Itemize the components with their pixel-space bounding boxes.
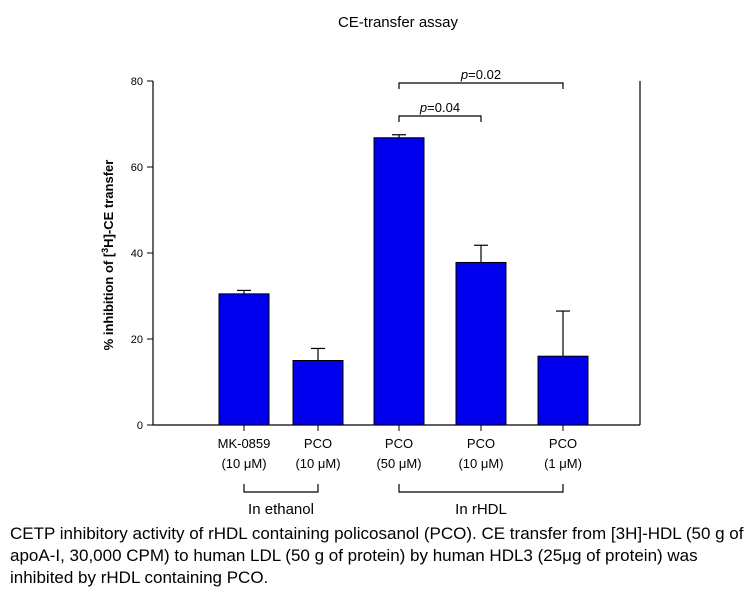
y-tick-label: 80: [131, 76, 143, 88]
figure-caption: CETP inhibitory activity of rHDL contain…: [10, 524, 744, 587]
x-tick-dose-label: (1 μM): [544, 456, 582, 471]
group-label: In ethanol: [248, 501, 314, 518]
significance-bracket: [398, 115, 482, 122]
bar: [455, 261, 507, 426]
significance-brackets: p=0.04 p=0.02: [398, 67, 564, 122]
y-tick-label: 40: [131, 248, 143, 260]
y-tick-label: 60: [131, 162, 143, 174]
group-bracket: [243, 484, 319, 493]
y-axis-label: % inhibition of [3H]-CE transfer: [100, 160, 116, 351]
x-tick-dose-label: (10 μM): [295, 456, 340, 471]
bar: [218, 293, 270, 426]
x-tick-dose-label: (50 μM): [376, 456, 421, 471]
x-tick-label: PCO: [385, 436, 413, 451]
x-tick-label: PCO: [467, 436, 495, 451]
significance-label: p=0.02: [460, 67, 501, 82]
bar-chart: CE-transfer assay % inhibition of [3H]-C…: [100, 14, 641, 518]
x-tick-dose-label: (10 μM): [458, 456, 503, 471]
bar: [373, 137, 425, 426]
y-axis: 0 20 40 60 80: [131, 76, 153, 432]
significance-bracket: [398, 82, 564, 89]
x-tick-label: PCO: [549, 436, 577, 451]
y-tick-label: 20: [131, 334, 143, 346]
x-tick-dose-label: (10 μM): [221, 456, 266, 471]
x-tick-label: MK-0859: [218, 436, 271, 451]
bar: [292, 360, 344, 426]
group-label: In rHDL: [455, 501, 507, 518]
group-bracket: [398, 484, 564, 493]
x-tick-label: PCO: [304, 436, 332, 451]
significance-label: p=0.04: [419, 100, 460, 115]
x-axis-labels: MK-0859 (10 μM) PCO (10 μM) PCO (50 μM) PCO (10…: [218, 425, 582, 471]
chart-title: CE-transfer assay: [338, 14, 459, 31]
bars: [218, 134, 589, 426]
y-tick-label: 0: [137, 420, 143, 432]
bar: [537, 355, 589, 426]
group-brackets: In ethanol In rHDL: [243, 484, 564, 518]
